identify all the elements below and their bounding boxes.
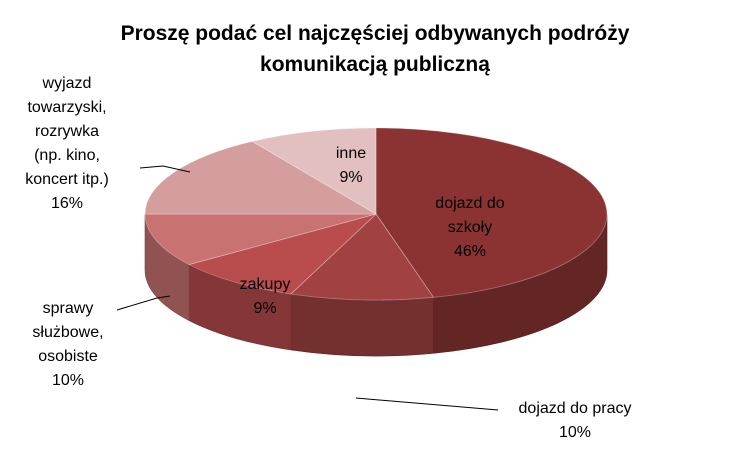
pie-slice-1	[290, 213, 435, 301]
slice-label-4-line-3: (np. kino,	[34, 147, 100, 164]
slice-label-0-line-0: dojazd do	[435, 195, 504, 212]
pie-slice-0	[375, 127, 608, 298]
slice-label-0-line-1: szkoły	[448, 219, 492, 236]
slice-label-0-line-2: 46%	[454, 243, 486, 260]
slice-label-2: zakupy 9%	[240, 276, 291, 317]
slice-label-4-line-4: koncert itp.)	[25, 171, 109, 188]
slice-side-1	[290, 293, 434, 357]
leader-line-0	[355, 397, 499, 411]
slice-label-1: dojazd do pracy 10%	[519, 400, 632, 441]
slice-label-3-line-1: służbowe,	[32, 324, 103, 341]
slice-label-3-line-2: osobiste	[38, 348, 98, 365]
slice-label-4-line-2: rozrywka	[35, 123, 99, 140]
slice-label-4: wyjazd towarzyski, rozrywka (np. kino, konce…	[25, 75, 109, 212]
chart-title-line-2: komunikacją publiczną	[260, 53, 490, 76]
slice-label-5-line-0: inne	[336, 145, 366, 162]
leader-line-1	[116, 295, 171, 311]
slice-labels: dojazd do szkoły 46% dojazd do pracy 10% zaku…	[25, 75, 631, 441]
slice-label-3-line-0: sprawy	[43, 300, 94, 317]
slice-label-5-line-1: 9%	[339, 169, 362, 186]
slice-label-5: inne 9%	[336, 145, 366, 186]
pie-slice-2	[188, 213, 377, 295]
pie-top	[144, 127, 608, 301]
slice-label-0: dojazd do szkoły 46%	[435, 195, 504, 260]
pie-slice-3	[144, 213, 377, 265]
pie-slice-5	[251, 127, 377, 215]
slice-label-3-line-3: 10%	[52, 372, 84, 389]
slice-label-1-line-1: 10%	[559, 424, 591, 441]
slice-side-3	[144, 213, 190, 322]
leader-line-2	[139, 165, 191, 173]
pie-slice-4	[144, 140, 378, 215]
chart-title-line-1: Proszę podać cel najczęściej odbywanych …	[121, 22, 630, 45]
slice-label-4-line-5: 16%	[51, 195, 83, 212]
slice-label-4-line-0: wyjazd	[42, 75, 92, 92]
slice-label-3: sprawy służbowe, osobiste 10%	[32, 300, 103, 389]
slice-label-4-line-1: towarzyski,	[27, 99, 106, 116]
pie-depth	[144, 213, 608, 357]
leader-lines	[116, 165, 499, 411]
slice-label-2-line-0: zakupy	[240, 276, 291, 293]
slice-label-1-line-0: dojazd do pracy	[519, 400, 632, 417]
slice-label-2-line-1: 9%	[253, 300, 276, 317]
